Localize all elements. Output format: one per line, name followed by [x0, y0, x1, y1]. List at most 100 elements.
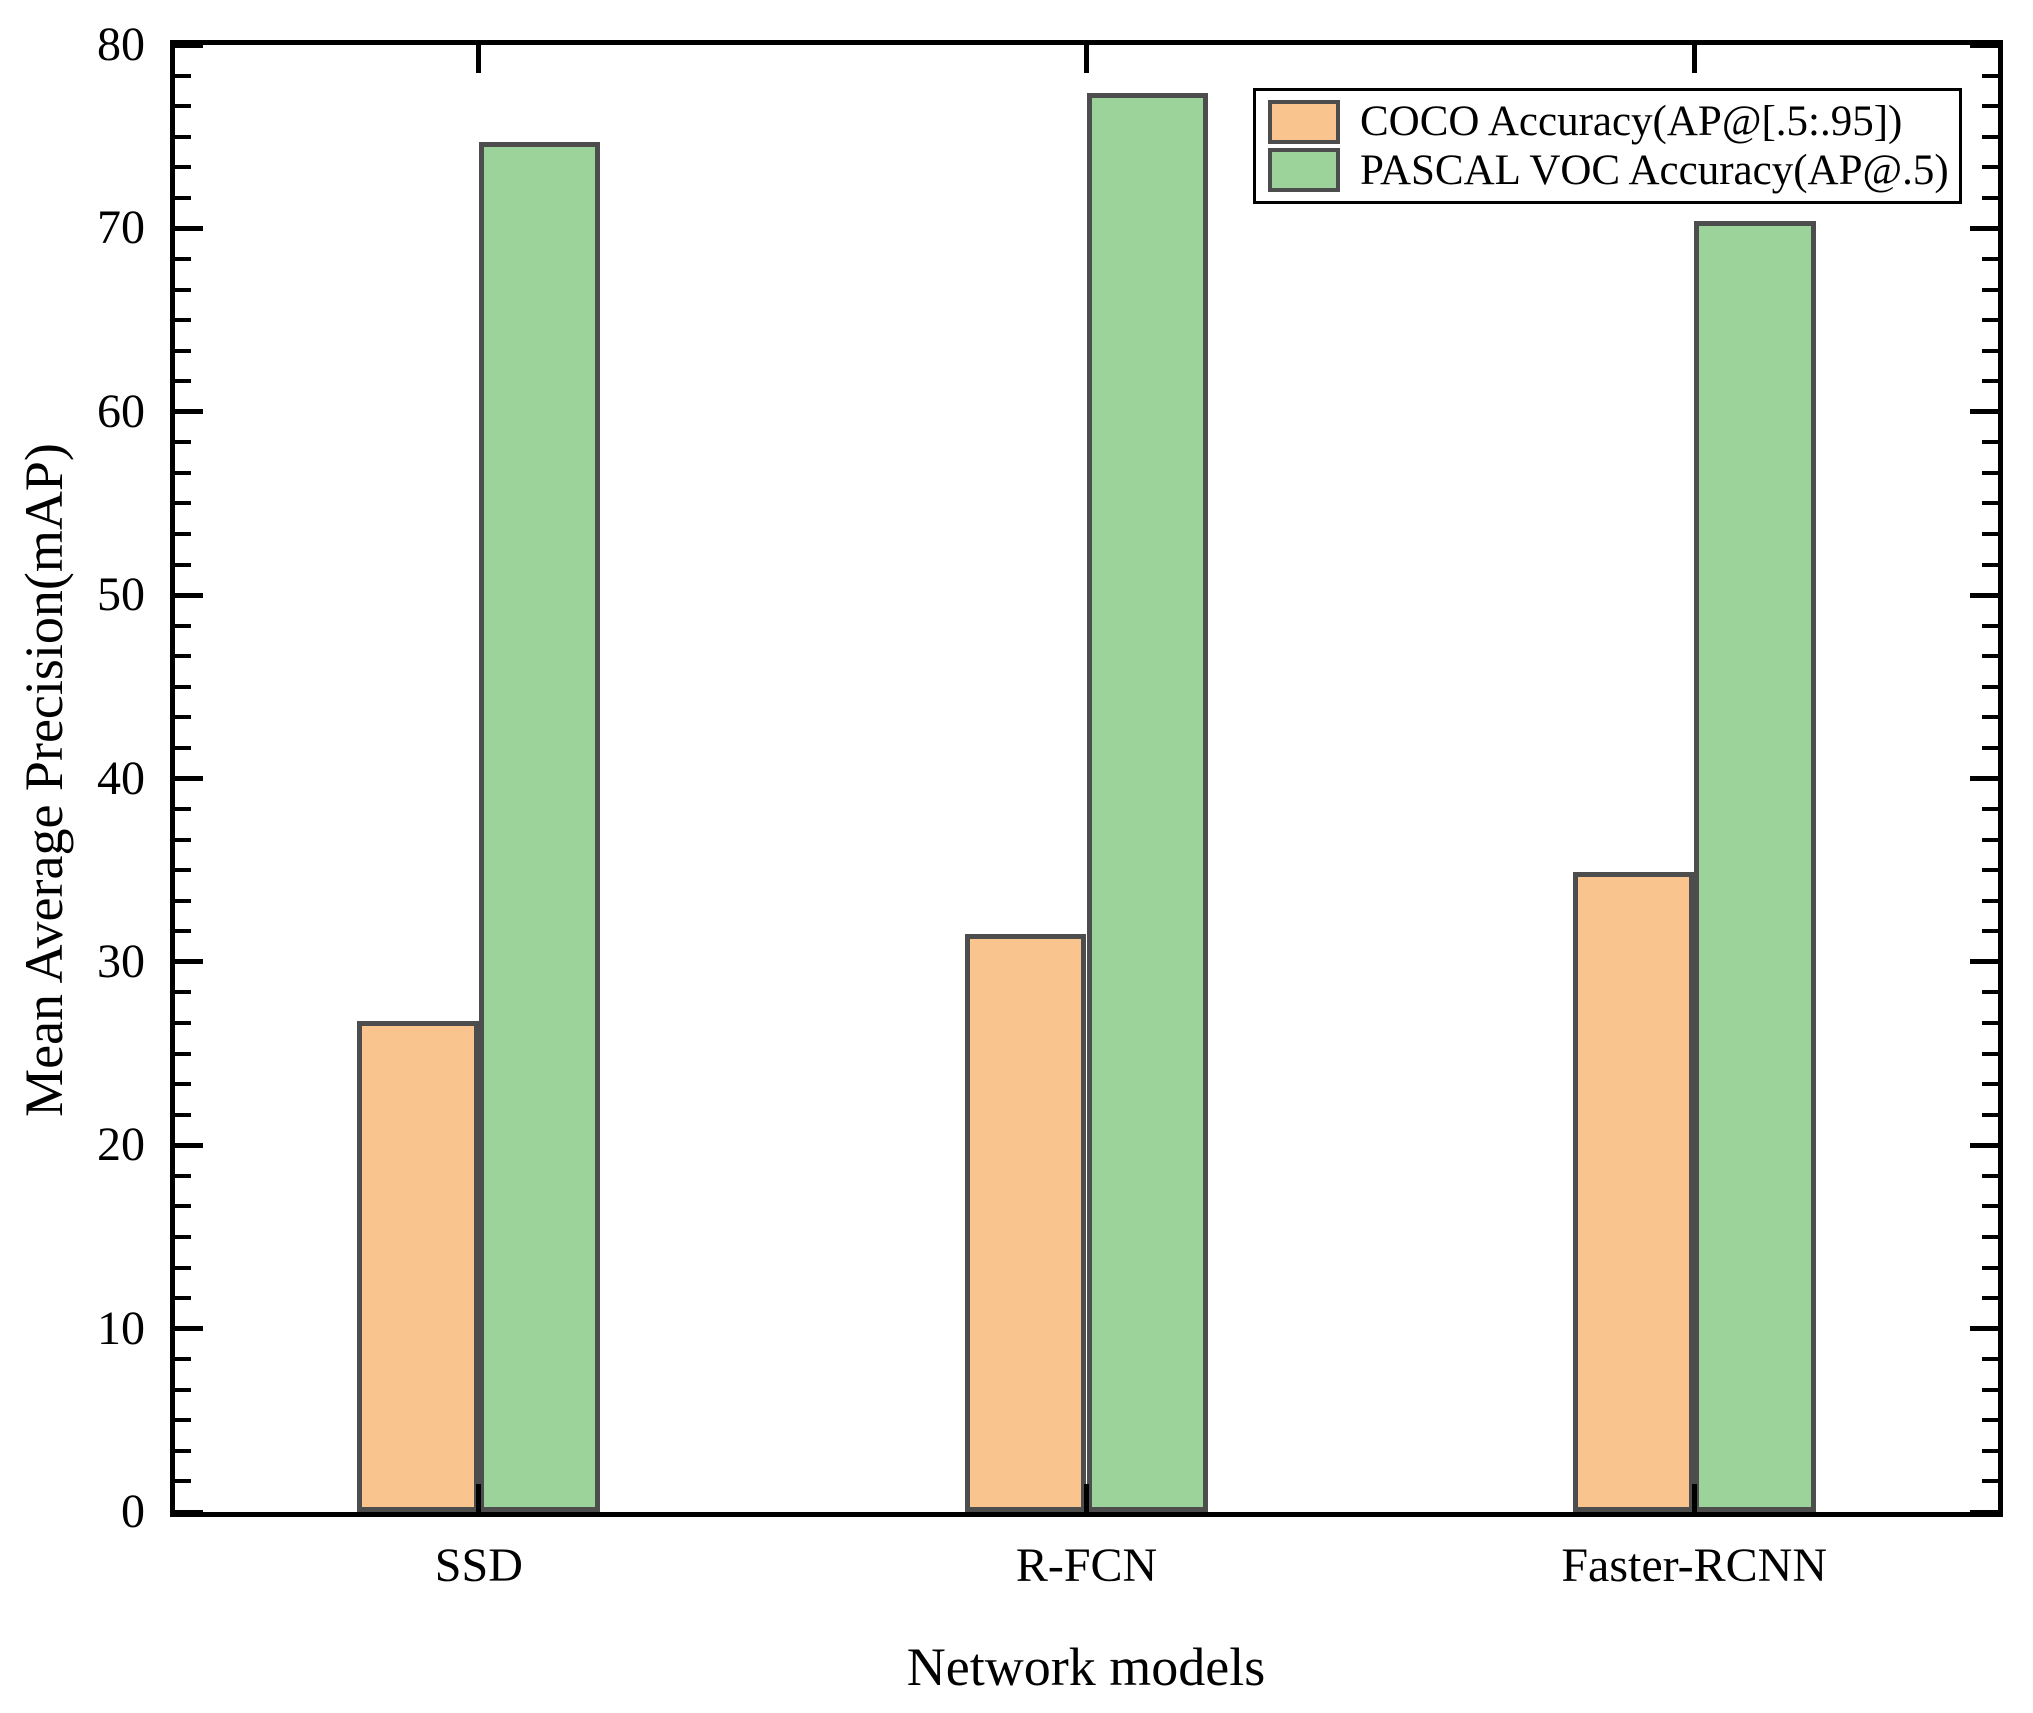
- y-minor-tick-right: [1982, 745, 1998, 750]
- y-minor-tick-left: [175, 73, 191, 78]
- y-tick-label: 60: [97, 384, 145, 438]
- y-minor-tick-left: [175, 379, 191, 384]
- y-minor-tick-right: [1982, 318, 1998, 323]
- y-major-tick-left: [175, 225, 203, 231]
- y-minor-tick-right: [1982, 990, 1998, 995]
- y-minor-tick-left: [175, 165, 191, 170]
- y-minor-tick-right: [1982, 195, 1998, 200]
- legend-item-pascal-voc: PASCAL VOC Accuracy(AP@.5): [1268, 148, 1959, 193]
- bar-ssd-coco: [357, 1020, 479, 1512]
- y-minor-tick-left: [175, 1112, 191, 1117]
- plot-area: 0 10 20 30 40 50 60 70 80 SSD R-FCN Faster-RCNN: [97, 21, 2003, 1590]
- y-minor-tick-right: [1982, 256, 1998, 261]
- y-tick-label: 70: [97, 201, 145, 255]
- y-minor-tick-right: [1982, 287, 1998, 292]
- y-minor-tick-left: [175, 715, 191, 720]
- y-minor-tick-left: [175, 256, 191, 261]
- y-minor-tick-left: [175, 654, 191, 659]
- y-tick-label: 40: [97, 751, 145, 805]
- x-major-tick-top: [1691, 45, 1697, 73]
- y-minor-tick-right: [1982, 1021, 1998, 1025]
- y-major-tick-left: [175, 959, 203, 965]
- y-major-tick-right: [1970, 409, 1998, 415]
- y-minor-tick-left: [175, 1418, 191, 1423]
- y-minor-tick-right: [1982, 501, 1998, 506]
- y-minor-tick-right: [1982, 470, 1998, 475]
- x-tick-label: SSD: [434, 1539, 523, 1592]
- y-minor-tick-right: [1982, 134, 1998, 139]
- bar-faster-rcnn-pascal-voc: [1694, 221, 1816, 1512]
- y-minor-tick-right: [1982, 1387, 1998, 1392]
- y-minor-tick-left: [175, 807, 191, 812]
- y-minor-tick-right: [1982, 165, 1998, 170]
- y-minor-tick-right: [1982, 1265, 1998, 1270]
- y-minor-tick-right: [1982, 807, 1998, 812]
- y-major-tick-right: [1970, 776, 1998, 781]
- y-minor-tick-right: [1982, 104, 1998, 109]
- y-minor-tick-right: [1982, 623, 1998, 628]
- y-minor-tick-right: [1982, 929, 1998, 934]
- x-major-tick-top: [1084, 45, 1089, 73]
- y-minor-tick-left: [175, 1234, 191, 1239]
- legend-item-coco: COCO Accuracy(AP@[.5:.95]): [1268, 98, 1959, 146]
- y-minor-tick-right: [1982, 379, 1998, 384]
- y-minor-tick-left: [175, 868, 191, 873]
- y-minor-tick-left: [175, 562, 191, 567]
- y-tick-label: 0: [121, 1485, 145, 1538]
- y-major-tick-right: [1970, 225, 1998, 231]
- y-minor-tick-left: [175, 287, 191, 292]
- y-minor-tick-right: [1982, 1173, 1998, 1178]
- y-minor-tick-right: [1982, 1082, 1998, 1087]
- y-minor-tick-right: [1982, 1479, 1998, 1484]
- y-minor-tick-right: [1982, 868, 1998, 873]
- y-minor-tick-left: [175, 104, 191, 109]
- y-minor-tick-left: [175, 1479, 191, 1484]
- y-minor-tick-right: [1982, 1234, 1998, 1239]
- y-minor-tick-right: [1982, 837, 1998, 842]
- bar-r-fcn-coco: [964, 934, 1087, 1512]
- y-tick-label: 20: [97, 1118, 145, 1172]
- y-minor-tick-left: [175, 1173, 191, 1178]
- y-major-tick-left: [175, 1326, 203, 1332]
- y-minor-tick-left: [175, 1387, 191, 1392]
- y-tick-label: 10: [97, 1301, 145, 1355]
- y-minor-tick-left: [175, 532, 191, 536]
- y-minor-tick-left: [175, 745, 191, 750]
- y-minor-tick-right: [1982, 1204, 1998, 1209]
- y-minor-tick-right: [1982, 73, 1998, 78]
- y-major-tick-left: [175, 42, 203, 48]
- y-minor-tick-left: [175, 684, 191, 689]
- y-minor-tick-left: [175, 501, 191, 506]
- y-major-tick-right: [1970, 42, 1998, 48]
- y-minor-tick-left: [175, 348, 191, 353]
- y-minor-tick-right: [1982, 898, 1998, 903]
- y-minor-tick-left: [175, 837, 191, 842]
- y-minor-tick-right: [1982, 684, 1998, 689]
- y-minor-tick-left: [175, 470, 191, 475]
- legend: COCO Accuracy(AP@[.5:.95]) PASCAL VOC Ac…: [1253, 88, 1962, 204]
- legend-swatch-coco: [1268, 99, 1340, 144]
- y-minor-tick-right: [1982, 1112, 1998, 1117]
- y-minor-tick-left: [175, 929, 191, 934]
- y-tick-label: 30: [97, 934, 145, 988]
- y-minor-tick-right: [1982, 1448, 1998, 1453]
- y-minor-tick-left: [175, 1082, 191, 1087]
- y-minor-tick-left: [175, 318, 191, 323]
- y-major-tick-right: [1970, 1326, 1998, 1332]
- legend-label-coco: COCO Accuracy(AP@[.5:.95]): [1360, 98, 1903, 146]
- y-major-tick-left: [175, 776, 203, 781]
- x-axis-title: Network models: [906, 1637, 1266, 1697]
- x-major-tick-top: [476, 45, 482, 73]
- y-minor-tick-right: [1982, 1357, 1998, 1362]
- y-minor-tick-left: [175, 195, 191, 200]
- y-minor-tick-right: [1982, 654, 1998, 659]
- y-minor-tick-right: [1982, 440, 1998, 445]
- bar-ssd-pascal-voc: [478, 142, 601, 1512]
- x-tick-label: Faster-RCNN: [1561, 1539, 1827, 1592]
- y-minor-tick-left: [175, 990, 191, 995]
- y-major-tick-right: [1970, 592, 1998, 598]
- y-minor-tick-right: [1982, 1051, 1998, 1056]
- y-major-tick-left: [175, 1142, 203, 1148]
- y-minor-tick-left: [175, 1204, 191, 1209]
